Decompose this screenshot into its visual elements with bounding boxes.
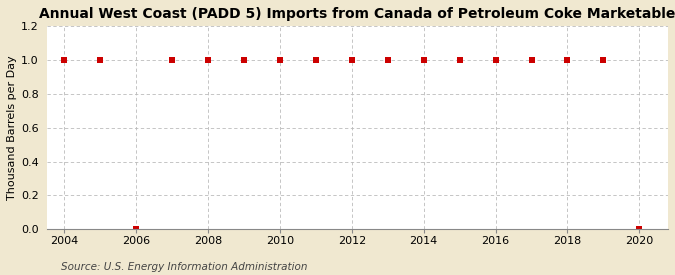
Y-axis label: Thousand Barrels per Day: Thousand Barrels per Day bbox=[7, 55, 17, 200]
Title: Annual West Coast (PADD 5) Imports from Canada of Petroleum Coke Marketable: Annual West Coast (PADD 5) Imports from … bbox=[39, 7, 675, 21]
Text: Source: U.S. Energy Information Administration: Source: U.S. Energy Information Administ… bbox=[61, 262, 307, 272]
